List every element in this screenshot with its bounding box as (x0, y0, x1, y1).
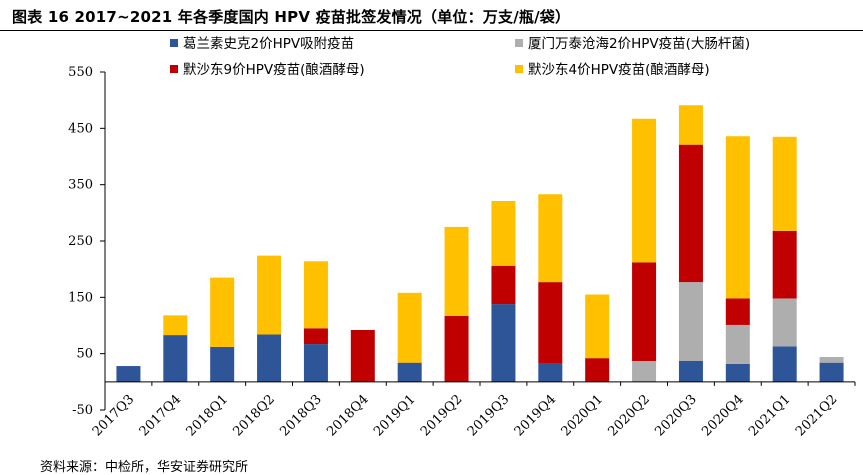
legend-label: 厦门万泰沧海2价HPV疫苗(大肠杆菌) (528, 35, 750, 52)
bar-segment-2021Q1-s3 (772, 136, 797, 231)
x-tick-label: 2018Q2 (231, 392, 278, 439)
x-tick-label: 2020Q1 (559, 392, 606, 439)
bar-segment-2020Q4-s3 (725, 136, 750, 299)
x-tick-label: 2018Q3 (277, 392, 324, 439)
bar-segment-2019Q4-s3 (538, 194, 563, 283)
bar-segment-2020Q1-s3 (585, 294, 610, 359)
bar-segment-2021Q1-s2 (772, 230, 797, 299)
bar-segment-2021Q2-s1 (819, 357, 844, 363)
x-tick-label: 2017Q3 (90, 392, 137, 439)
figure-title: 图表 16 2017~2021 年各季度国内 HPV 疫苗批签发情况（单位：万支… (12, 8, 571, 26)
y-tick-label: 150 (68, 290, 93, 305)
bar-segment-2020Q3-s0 (678, 360, 703, 382)
x-tick-label: 2019Q1 (371, 392, 418, 439)
y-tick-label: -50 (72, 403, 93, 418)
bar-segment-2019Q3-s0 (491, 304, 516, 382)
x-axis: 2017Q3 2017Q4 2018Q1 2018Q2 2018Q3 2018Q4 2019… (90, 381, 856, 439)
x-tick-label: 2021Q2 (793, 392, 840, 439)
bar-segment-2020Q3-s2 (678, 144, 703, 283)
chart-legend: 葛兰素史克2价HPV吸附疫苗 厦门万泰沧海2价HPV疫苗(大肠杆菌) 默沙东9价HP… (170, 35, 750, 78)
bar-segment-2020Q3-s1 (678, 282, 703, 361)
x-tick-label: 2020Q4 (699, 392, 746, 439)
bar-segment-2019Q4-s2 (538, 282, 563, 364)
bar-segment-2019Q2-s3 (444, 226, 469, 316)
x-tick-label: 2018Q4 (324, 392, 371, 439)
y-tick-label: 350 (68, 178, 93, 193)
bar-segment-2019Q1-s0 (397, 362, 422, 382)
bar-segment-2018Q2-s0 (257, 334, 282, 382)
bar-segment-2019Q2-s2 (444, 315, 469, 382)
x-tick-label: 2017Q4 (137, 392, 184, 439)
y-tick-label: 450 (68, 121, 93, 136)
bar-segment-2019Q4-s0 (538, 363, 563, 382)
x-tick-label: 2021Q1 (746, 392, 793, 439)
x-tick-label: 2020Q2 (606, 392, 653, 439)
bar-segment-2018Q2-s3 (257, 255, 282, 335)
legend-label: 默沙东9价HPV疫苗(酿酒酵母) (183, 62, 365, 78)
bar-segment-2018Q3-s3 (303, 261, 328, 329)
x-tick-label: 2018Q1 (184, 392, 231, 439)
x-tick-label: 2019Q3 (465, 392, 512, 439)
bar-segment-2021Q2-s0 (819, 362, 844, 382)
x-tick-label: 2019Q2 (418, 392, 465, 439)
x-tick-label: 2020Q3 (652, 392, 699, 439)
bar-segment-2018Q1-s3 (210, 277, 235, 347)
legend-label: 葛兰素史克2价HPV吸附疫苗 (183, 36, 354, 52)
bars (116, 105, 844, 382)
legend-swatch (170, 39, 178, 47)
bar-segment-2018Q4-s2 (350, 330, 375, 382)
y-tick-label: 250 (68, 234, 93, 249)
y-tick-label: 50 (76, 347, 93, 362)
bar-segment-2018Q3-s0 (303, 344, 328, 382)
legend-swatch (170, 65, 178, 73)
bar-segment-2020Q3-s3 (678, 105, 703, 145)
bar-segment-2018Q3-s2 (303, 328, 328, 345)
bar-segment-2021Q1-s1 (772, 298, 797, 347)
title-rule (0, 30, 863, 31)
legend-swatch (515, 65, 523, 73)
y-tick-label: 550 (68, 65, 93, 80)
bar-segment-2020Q4-s1 (725, 324, 750, 364)
y-axis: -50 50 150 250 350 450 550 (68, 65, 106, 418)
bar-segment-2021Q1-s0 (772, 346, 797, 382)
bar-segment-2019Q1-s3 (397, 292, 422, 363)
legend-label: 默沙东4价HPV疫苗(酿酒酵母) (528, 62, 710, 78)
bar-segment-2019Q3-s3 (491, 201, 516, 266)
bar-segment-2017Q4-s0 (163, 335, 188, 382)
x-tick-label: 2019Q4 (512, 392, 559, 439)
bar-segment-2020Q1-s2 (585, 358, 610, 382)
bar-segment-2020Q2-s2 (632, 262, 657, 361)
source-note: 资料来源：中检所，华安证券研究所 (40, 460, 249, 475)
legend-swatch (515, 39, 523, 47)
bar-segment-2017Q4-s3 (163, 315, 188, 336)
bar-segment-2018Q1-s0 (210, 346, 235, 382)
bar-segment-2017Q3-s0 (116, 366, 141, 382)
bar-segment-2020Q4-s0 (725, 363, 750, 382)
bar-segment-2020Q2-s3 (632, 118, 657, 263)
bar-segment-2020Q4-s2 (725, 298, 750, 325)
bar-segment-2019Q3-s2 (491, 265, 516, 305)
bar-segment-2020Q2-s1 (632, 360, 657, 382)
